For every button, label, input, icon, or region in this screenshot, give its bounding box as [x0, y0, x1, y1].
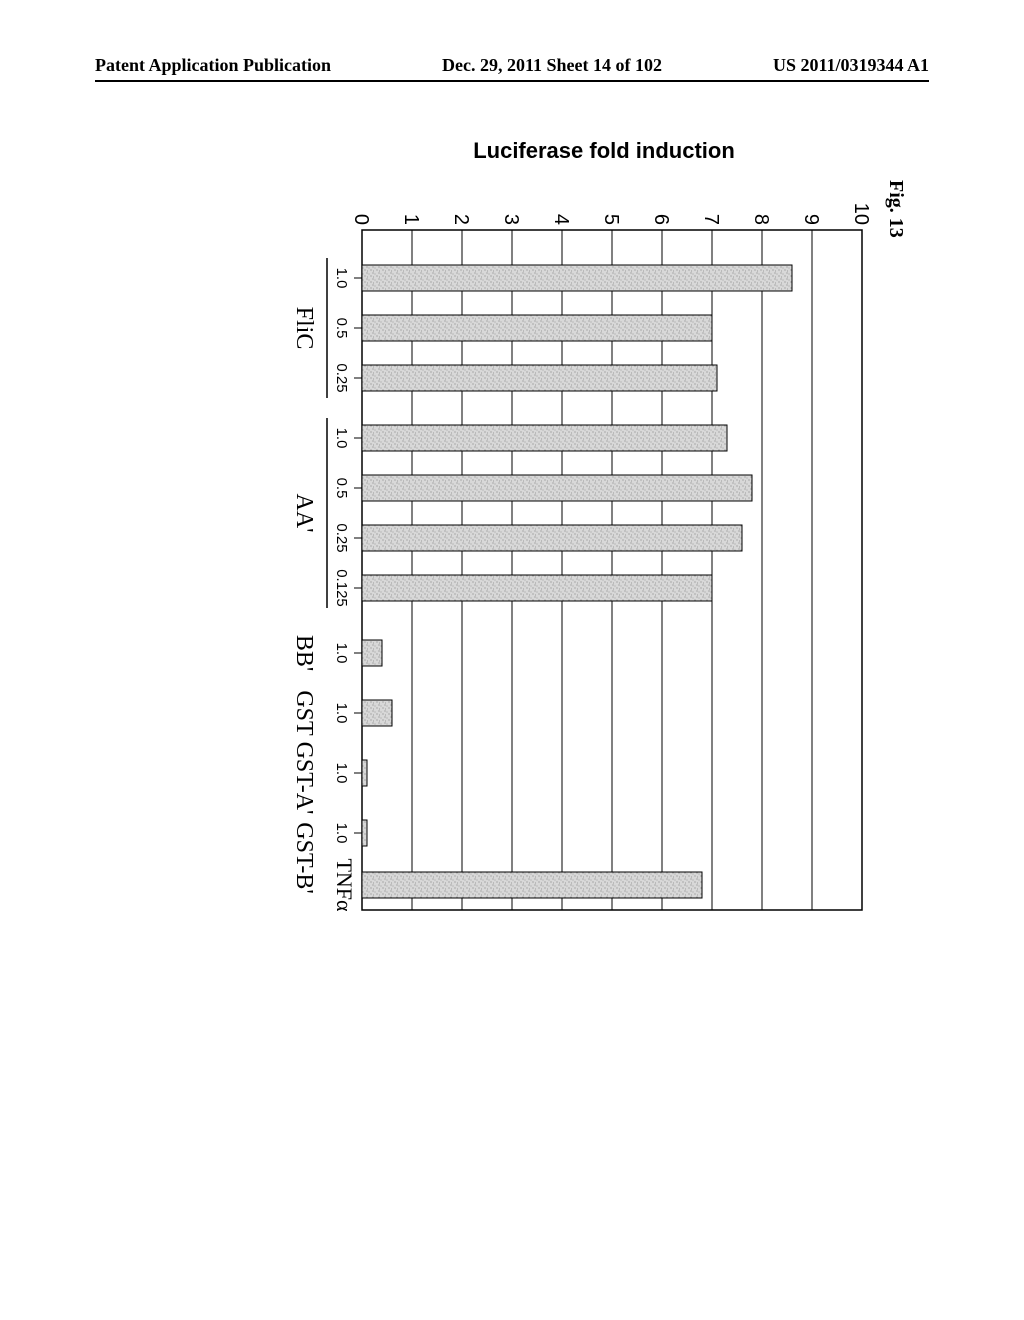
svg-text:1.0: 1.0	[333, 643, 350, 664]
svg-text:0.5: 0.5	[333, 478, 350, 499]
svg-text:AA': AA'	[291, 494, 317, 533]
bars	[362, 265, 792, 898]
x-tick-labels: 1.0 0.5 0.25 1.0 0.5 0.25 0.125 1.0 1.0 …	[332, 268, 357, 912]
svg-text:1.0: 1.0	[333, 703, 350, 724]
svg-text:8: 8	[750, 214, 772, 225]
svg-text:7: 7	[700, 214, 722, 225]
bar-chart: 0 1 2 3 4 5 6 7 8 9 10	[232, 200, 872, 920]
svg-text:GST-B': GST-B'	[291, 822, 317, 893]
header-divider	[95, 80, 929, 82]
svg-text:GST-A': GST-A'	[291, 742, 317, 815]
header-left: Patent Application Publication	[95, 55, 331, 76]
svg-text:2: 2	[450, 214, 472, 225]
svg-text:10: 10	[850, 203, 872, 225]
svg-text:FliC: FliC	[291, 307, 317, 350]
y-tick-labels: 0 1 2 3 4 5 6 7 8 9 10	[350, 203, 872, 225]
figure-label: Fig. 13	[884, 180, 907, 238]
svg-text:0: 0	[350, 214, 372, 225]
svg-text:5: 5	[600, 214, 622, 225]
svg-text:0.25: 0.25	[333, 363, 350, 392]
svg-text:0.5: 0.5	[333, 318, 350, 339]
svg-text:GST: GST	[291, 690, 317, 736]
svg-text:1.0: 1.0	[333, 268, 350, 289]
group-labels: FliC AA' BB' GST GST-A' GST-B'	[291, 307, 317, 894]
svg-text:6: 6	[650, 214, 672, 225]
svg-text:1.0: 1.0	[333, 428, 350, 449]
svg-text:TNFα: TNFα	[332, 858, 357, 912]
svg-text:3: 3	[500, 214, 522, 225]
svg-text:BB': BB'	[291, 635, 317, 671]
svg-text:1: 1	[400, 214, 422, 225]
svg-text:9: 9	[800, 214, 822, 225]
header-center: Dec. 29, 2011 Sheet 14 of 102	[442, 55, 662, 76]
svg-text:0.125: 0.125	[333, 569, 350, 607]
y-axis-label: Luciferase fold induction	[473, 138, 735, 164]
svg-text:4: 4	[550, 214, 572, 225]
header-right: US 2011/0319344 A1	[773, 55, 929, 76]
svg-text:0.25: 0.25	[333, 523, 350, 552]
svg-text:1.0: 1.0	[333, 763, 350, 784]
svg-text:1.0: 1.0	[333, 823, 350, 844]
